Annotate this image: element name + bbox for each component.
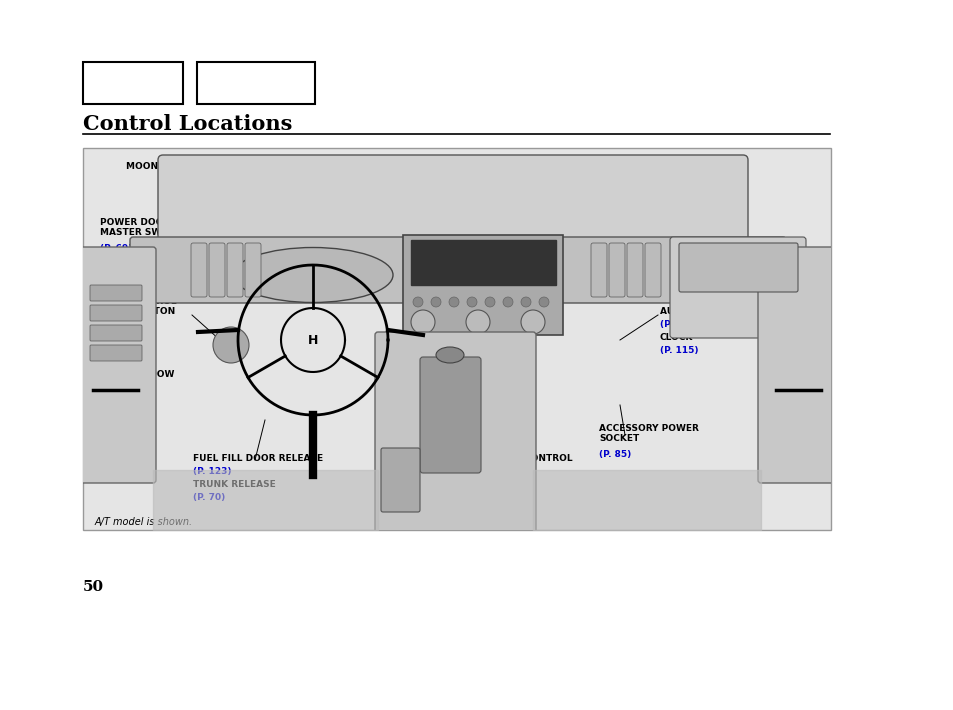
FancyBboxPatch shape [227,243,243,297]
FancyBboxPatch shape [402,235,562,335]
Ellipse shape [436,347,463,363]
Text: (P. 69): (P. 69) [100,244,132,253]
Text: Control Locations: Control Locations [83,114,292,134]
Circle shape [431,297,440,307]
Text: H: H [308,334,318,346]
Text: CRUISE CONTROL
MASTER BUTTON: CRUISE CONTROL MASTER BUTTON [88,297,176,317]
Text: CLOCK: CLOCK [659,333,693,342]
Text: MOONROOF SWITCH: MOONROOF SWITCH [126,162,230,171]
Text: (P. 79): (P. 79) [162,175,194,184]
Text: (P. 117): (P. 117) [483,480,522,489]
Text: (P. 117): (P. 117) [88,323,127,332]
FancyBboxPatch shape [158,155,747,265]
FancyBboxPatch shape [245,243,261,297]
FancyBboxPatch shape [90,325,142,341]
FancyBboxPatch shape [90,285,142,301]
Text: (P. 123): (P. 123) [193,467,232,476]
Bar [83,62,183,104]
Text: (P. 88): (P. 88) [494,175,525,184]
Text: FUEL FILL DOOR RELEASE: FUEL FILL DOOR RELEASE [193,454,323,463]
Circle shape [502,297,513,307]
Ellipse shape [233,248,393,302]
Text: (P. 85): (P. 85) [598,450,631,459]
Text: (P. 80): (P. 80) [314,188,346,197]
Circle shape [213,327,249,363]
FancyBboxPatch shape [679,243,797,292]
Circle shape [411,310,435,334]
FancyBboxPatch shape [90,345,142,361]
Text: HOOD RELEASE
HANDLE: HOOD RELEASE HANDLE [379,454,457,474]
Text: TRUNK RELEASE: TRUNK RELEASE [193,480,275,489]
FancyBboxPatch shape [80,247,156,483]
FancyBboxPatch shape [644,243,660,297]
Text: AUDIO SYSTEM: AUDIO SYSTEM [659,307,736,316]
Text: HEATING/COOLING CONTROLS: HEATING/COOLING CONTROLS [434,162,585,171]
Bar [83,148,830,530]
FancyBboxPatch shape [90,305,142,321]
Text: (P. 78): (P. 78) [88,396,120,405]
Circle shape [484,297,495,307]
Circle shape [538,297,548,307]
FancyBboxPatch shape [130,237,785,303]
Circle shape [520,310,544,334]
Circle shape [467,297,476,307]
FancyBboxPatch shape [758,247,833,483]
FancyBboxPatch shape [411,240,556,285]
Text: HAZARD WARNING BUTTON: HAZARD WARNING BUTTON [392,202,532,211]
Text: (P. 70): (P. 70) [193,493,225,502]
Circle shape [520,297,531,307]
Text: ACCESSORY POWER
SOCKET: ACCESSORY POWER SOCKET [598,424,699,444]
FancyBboxPatch shape [419,357,480,473]
FancyBboxPatch shape [380,448,419,512]
Text: A/T model is shown.: A/T model is shown. [95,517,193,527]
Circle shape [413,297,422,307]
FancyBboxPatch shape [626,243,642,297]
FancyBboxPatch shape [590,243,606,297]
FancyBboxPatch shape [375,332,536,533]
Text: POWER DOOR LOCK
MASTER SWITCH: POWER DOOR LOCK MASTER SWITCH [100,218,200,237]
Text: 50: 50 [83,580,104,594]
Text: (P. 115): (P. 115) [659,346,698,355]
Text: CRUISE CONTROL
BUTTONS: CRUISE CONTROL BUTTONS [483,454,572,474]
Text: (P. 92): (P. 92) [659,320,692,329]
FancyBboxPatch shape [191,243,207,297]
Bar [196,62,314,104]
FancyBboxPatch shape [209,243,225,297]
Text: POWER WINDOW
SWITCHES: POWER WINDOW SWITCHES [88,370,174,389]
Text: (P. 124): (P. 124) [379,480,418,489]
Circle shape [465,310,490,334]
FancyBboxPatch shape [669,237,805,338]
Text: MIRROR
CONTROLS: MIRROR CONTROLS [302,162,357,181]
FancyBboxPatch shape [608,243,624,297]
Text: (P. 64): (P. 64) [445,215,477,224]
Circle shape [449,297,458,307]
